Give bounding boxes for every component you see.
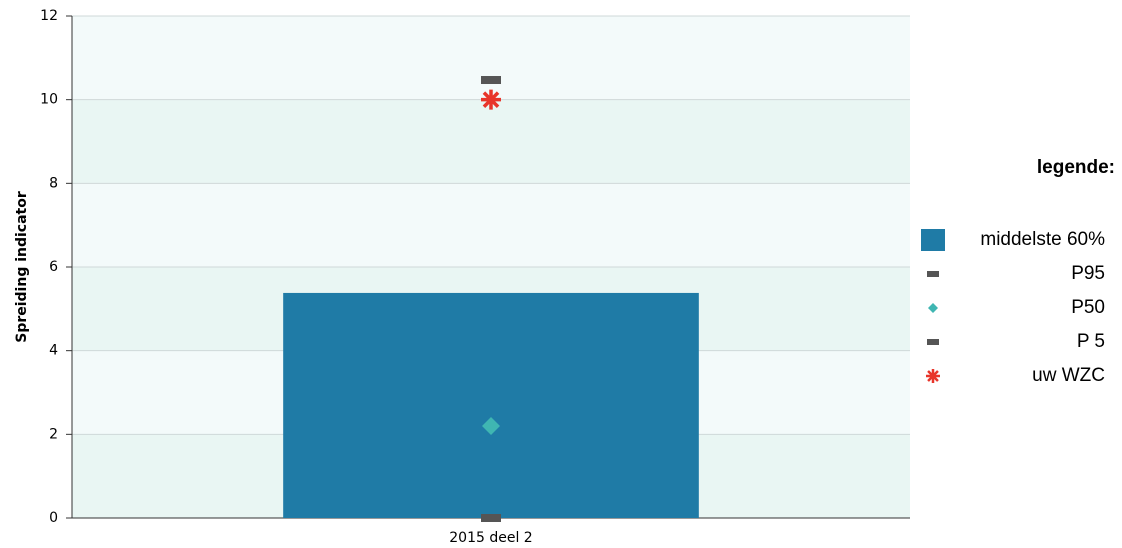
y-tick-label: 0 — [49, 510, 58, 526]
legend-swatch — [926, 369, 940, 383]
legend-swatch — [921, 229, 945, 251]
dash-marker — [481, 514, 501, 522]
y-tick-label: 4 — [49, 343, 58, 359]
legend-title: legende: — [1037, 157, 1115, 178]
bar — [283, 292, 699, 518]
y-tick-label: 12 — [40, 8, 58, 24]
y-tick-label: 6 — [49, 259, 58, 275]
diamond-marker — [482, 416, 500, 435]
legend-label: middelste 60% — [980, 229, 1105, 250]
y-axis-label: Spreiding indicator — [14, 191, 30, 343]
y-tick-label: 2 — [49, 426, 58, 442]
plot-band — [72, 16, 910, 100]
dash-marker — [481, 76, 501, 85]
y-tick-label: 8 — [49, 175, 58, 191]
legend-swatch — [927, 339, 939, 345]
y-tick-label: 10 — [40, 92, 58, 108]
x-tick-label: 2015 deel 2 — [449, 530, 532, 546]
legend-label: P95 — [1071, 263, 1105, 284]
plot-band — [72, 99, 910, 184]
legend-label: P 5 — [1077, 331, 1105, 352]
legend-swatch — [928, 303, 938, 313]
legend-swatch — [927, 271, 939, 277]
star-marker — [481, 89, 501, 110]
legend-label: P50 — [1071, 297, 1105, 318]
legend-label: uw WZC — [1032, 365, 1105, 386]
plot-band — [72, 183, 910, 267]
